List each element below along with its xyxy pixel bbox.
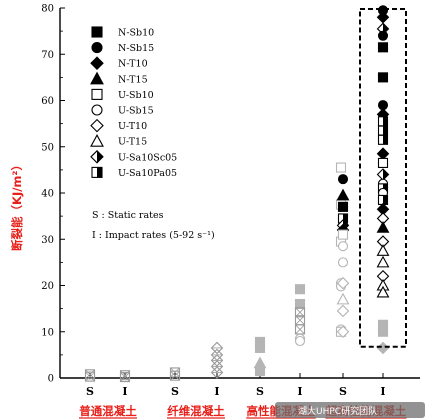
x-category-label: S [339,385,347,398]
data-point [90,71,104,85]
legend-label: U-T10 [118,121,147,132]
data-point [254,342,266,353]
y-tick-label: 10 [41,327,54,338]
data-point [377,125,389,136]
watermark-text: 湖大UHPC研究团队 [298,405,377,417]
group-label: 纤维混凝土 [167,404,225,418]
x-category-label: I [380,385,385,398]
x-category-label: I [122,385,127,398]
data-point [294,324,306,335]
legend-label: U-Sb15 [118,106,154,117]
data-point [377,72,389,83]
legend-label: N-T10 [118,59,148,70]
watermark: 湖大UHPC研究团队 [275,402,425,418]
data-point [336,325,350,339]
x-category-label: S [256,385,264,398]
data-point [377,134,389,145]
data-point [254,366,266,377]
group-label: 普通混凝土 [79,404,137,418]
data-point [91,26,103,38]
data-point [90,134,104,147]
data-point [337,229,349,240]
data-point [337,174,349,185]
data-point [335,162,347,173]
data-point [90,118,104,133]
data-point [84,371,96,382]
watermark-bg [275,402,425,418]
y-tick-label: 60 [41,96,54,107]
data-point [294,298,306,310]
y-tick-label: 0 [48,374,54,385]
legend-label: N-Sb15 [118,43,154,54]
data-point [337,201,349,212]
legend-label: U-T15 [118,137,147,148]
data-point [336,276,350,290]
legend-label: N-T15 [118,74,148,85]
data-point [210,366,224,379]
legend-label: U-Sa10Pa05 [118,168,177,179]
data-point [377,157,389,168]
note-line: I : Impact rates (5-92 s⁻¹) [92,230,215,241]
x-category-label: I [297,385,302,398]
data-point [376,147,390,160]
y-tick-label: 30 [41,235,54,246]
data-point [377,116,389,127]
data-point [336,304,350,318]
legend: N-Sb10 N-Sb15 N-T10 N-T15 U-Sb10 U-Sb15 U-T10 U… [90,26,177,179]
data-point [377,42,389,53]
data-point [376,341,390,355]
legend-label: U-Sa10Sc05 [118,152,177,163]
data-point [91,166,103,178]
y-tick-label: 40 [41,189,54,200]
data-point [376,255,390,268]
legend-label: U-Sb10 [118,90,154,101]
y-axis-label: 断裂能（KJ/m²） [10,159,24,251]
data-points [84,5,407,383]
y-tick-label: 80 [41,4,54,15]
data-point [377,30,389,41]
y-tick-label: 20 [41,281,54,292]
data-point [376,168,390,181]
data-point [294,284,306,295]
y-tick-label: 70 [41,50,54,61]
data-point [377,326,389,337]
data-point [91,104,103,116]
data-point [119,372,131,383]
data-point [91,88,103,100]
data-point [294,335,306,347]
data-point [337,241,349,252]
legend-label: N-Sb10 [118,28,154,39]
data-point [336,292,350,305]
data-point [169,370,181,381]
data-point [337,257,349,268]
data-point [376,221,390,233]
x-category-label: S [171,385,179,398]
note-line: S : Static rates [92,210,164,221]
abbreviation-notes: S : Static rates I : Impact rates (5-92 s… [92,210,215,241]
y-tick-label: 50 [41,142,54,153]
x-category-label: I [214,385,219,398]
x-category-label: S [86,385,94,398]
data-point [376,285,390,298]
data-point [210,341,224,355]
data-point [336,188,350,201]
data-point [91,42,103,54]
data-point [376,244,390,256]
data-point [90,150,104,164]
data-point [90,56,104,70]
